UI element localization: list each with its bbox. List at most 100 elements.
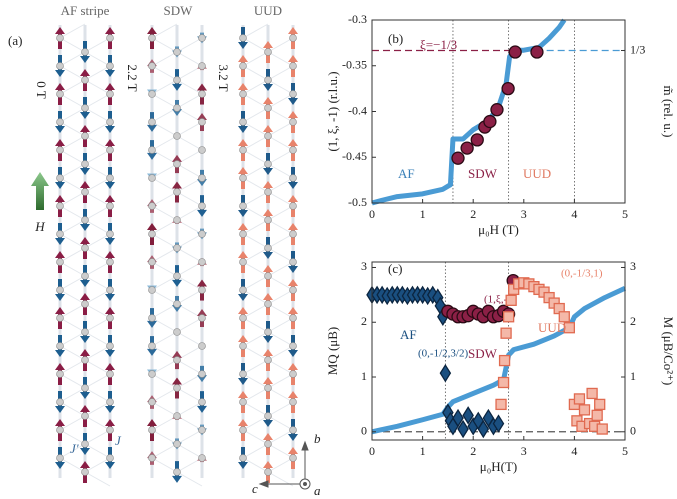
site xyxy=(56,258,64,266)
spin xyxy=(55,111,65,133)
spin xyxy=(147,451,157,465)
site xyxy=(106,230,114,238)
bond xyxy=(151,359,178,375)
spin xyxy=(238,419,248,441)
site xyxy=(239,398,247,406)
spin-head xyxy=(105,406,115,413)
bond xyxy=(267,373,294,389)
bond xyxy=(59,93,86,109)
bond xyxy=(242,37,269,53)
site xyxy=(289,258,297,266)
spin xyxy=(105,363,115,385)
spin xyxy=(105,391,115,413)
data-point xyxy=(498,354,511,367)
site xyxy=(239,62,247,70)
spin xyxy=(288,363,298,385)
site xyxy=(81,188,89,196)
site xyxy=(81,76,89,84)
bond xyxy=(242,443,269,459)
field-label: H xyxy=(34,219,45,234)
spin-head xyxy=(80,69,90,76)
data-point xyxy=(462,406,474,425)
data-point xyxy=(573,393,586,405)
bond xyxy=(151,191,178,207)
spin-head xyxy=(105,83,115,90)
spin-head xyxy=(197,405,207,413)
x-tick-label: 1 xyxy=(420,444,426,458)
bond xyxy=(267,79,294,95)
bond xyxy=(59,401,86,417)
bond xyxy=(151,303,178,319)
spin-head xyxy=(147,419,157,426)
bond xyxy=(151,457,178,473)
site xyxy=(198,146,206,154)
spin-head xyxy=(105,139,115,146)
bond xyxy=(176,317,203,333)
x-tick-label: 0 xyxy=(369,444,375,458)
bond xyxy=(176,345,203,361)
bond xyxy=(84,65,111,81)
spin xyxy=(55,55,65,77)
spin-head xyxy=(105,307,115,314)
spin-head xyxy=(197,308,207,316)
bond xyxy=(267,331,294,347)
spin xyxy=(197,308,207,328)
spin xyxy=(172,99,182,117)
bond xyxy=(151,387,178,403)
bond xyxy=(59,205,86,221)
annotation: ξ=−1/3 xyxy=(420,37,457,52)
data-point xyxy=(563,322,575,334)
spin xyxy=(147,336,157,356)
bond xyxy=(176,93,203,109)
spin-head xyxy=(55,406,65,413)
spin-head xyxy=(80,280,90,287)
data-point xyxy=(594,398,606,411)
spin-head xyxy=(263,181,273,188)
bond xyxy=(267,65,294,81)
bond xyxy=(242,331,269,347)
y-tick-label: -0.45 xyxy=(342,149,367,163)
x-tick-label: 5 xyxy=(622,207,628,221)
bond xyxy=(59,107,86,123)
data-point xyxy=(530,45,544,59)
site xyxy=(289,426,297,434)
spin xyxy=(197,32,207,44)
bond xyxy=(59,289,86,305)
spin-head xyxy=(172,377,182,385)
spin-diagram xyxy=(55,23,298,487)
spin-head xyxy=(80,336,90,343)
spin-head xyxy=(55,83,65,90)
site xyxy=(264,160,272,168)
site xyxy=(173,356,181,364)
bond xyxy=(84,401,111,417)
spin xyxy=(263,237,273,259)
spin xyxy=(173,132,181,140)
spin-head xyxy=(288,363,298,370)
coupling-label: J' xyxy=(70,441,79,456)
bond xyxy=(267,247,294,263)
site xyxy=(56,90,64,98)
site xyxy=(173,384,181,392)
spin-head xyxy=(105,27,115,34)
x-axis-label: μ₀H(T) xyxy=(480,459,518,474)
spin-head xyxy=(80,125,90,132)
spin-head xyxy=(263,252,273,259)
spin-head xyxy=(288,447,298,454)
spin xyxy=(288,335,298,357)
x-tick-label: 3 xyxy=(521,207,527,221)
bond xyxy=(242,359,269,375)
site xyxy=(148,286,156,294)
spin xyxy=(197,391,207,413)
bond xyxy=(84,331,111,347)
bond xyxy=(59,191,86,207)
spin-head xyxy=(80,448,90,455)
bond xyxy=(84,345,111,361)
field-value: 3.2 T xyxy=(216,64,231,91)
field-value: 0 T xyxy=(34,81,49,99)
bond xyxy=(176,37,203,53)
data-point xyxy=(492,414,505,433)
site xyxy=(106,202,114,210)
bond xyxy=(151,345,178,361)
spin-head xyxy=(238,419,248,426)
y-tick-label: 0 xyxy=(361,424,367,438)
